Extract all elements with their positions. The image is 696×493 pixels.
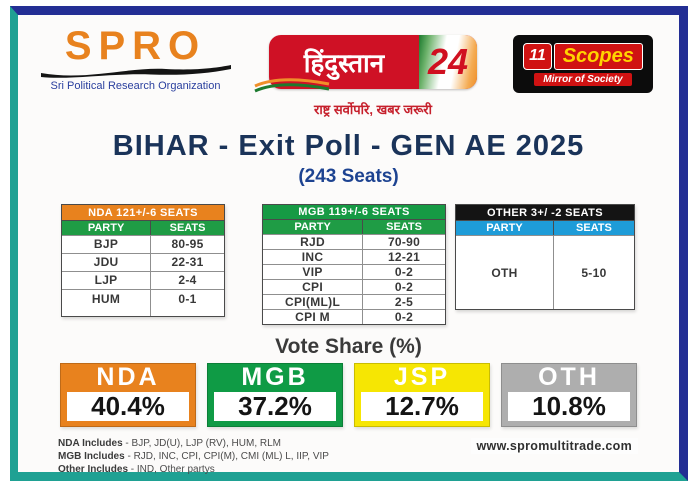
- total-seats-subtitle: (243 Seats): [298, 166, 399, 187]
- scopes-number: 11: [523, 42, 552, 70]
- vote-share-title: Vote Share (%): [275, 335, 422, 358]
- table-body: BJP 80-95 JDU 22-31 LJP 2-4 HUM 0-1: [62, 235, 224, 316]
- hindustan24-tagline: राष्ट्र सर्वोपरि, खबर जरूरी: [314, 102, 432, 117]
- seats-cell: 2-4: [178, 273, 197, 288]
- seat-table-mgb: MGB 119+/-6 SEATS PARTY SEATS RJD 70-90 INC 12…: [262, 204, 446, 325]
- seat-table-nda: NDA 121+/-6 SEATS PARTY SEATS BJP 80-95 JDU 22…: [61, 204, 225, 317]
- spro-swoosh-graphic: [40, 65, 231, 78]
- table-header: OTHER 3+/ -2 SEATS: [456, 205, 634, 220]
- footnote-text: - IND, Other partys: [128, 464, 215, 475]
- table-row: LJP 2-4: [62, 270, 224, 289]
- column-header: PARTY: [456, 221, 554, 235]
- hindustan24-logo: हिंदुस्तान 24 राष्ट्र सर्वोपरि, खबर जरूर…: [254, 35, 477, 118]
- table-row: CPI(ML)L 2-5: [263, 294, 445, 309]
- seats-cell: 0-2: [394, 265, 414, 279]
- spro-org-name: Sri Political Research Organization: [50, 80, 221, 92]
- table-row: CPI 0-2: [263, 279, 445, 294]
- footnote-label: MGB Includes: [58, 451, 125, 462]
- seats-cell: 0-1: [178, 291, 197, 306]
- seats-cell: 5-10: [581, 265, 607, 280]
- table-header: MGB 119+/-6 SEATS: [263, 205, 445, 220]
- vote-card-percentage: 10.8%: [508, 392, 630, 421]
- table-row: CPI M 0-2: [263, 309, 445, 324]
- spro-logo: SPRO Sri Political Research Organization: [38, 24, 233, 92]
- scopes-logo: 11 Scopes Mirror of Society: [513, 35, 653, 93]
- table-row: VIP 0-2: [263, 264, 445, 279]
- column-header: PARTY: [62, 221, 152, 235]
- seats-cell: 2-5: [394, 295, 414, 309]
- seat-table-other: OTHER 3+/ -2 SEATS PARTY SEATS OTH 5-10: [455, 204, 635, 310]
- footnote-label: NDA Includes: [58, 438, 123, 449]
- party-cell: VIP: [263, 265, 364, 279]
- party-cell: HUM: [62, 289, 152, 316]
- table-row: INC 12-21: [263, 249, 445, 264]
- footnote-text: - BJP, JD(U), LJP (RV), HUM, RLM: [122, 438, 281, 449]
- vote-share-cards: NDA 40.4% MGB 37.2% JSP 12.7% OTH 10.8%: [18, 363, 679, 427]
- vote-card-nda: NDA 40.4%: [60, 363, 196, 427]
- table-body: RJD 70-90 INC 12-21 VIP 0-2 CPI 0-2 CPI(ML)L 2-5 C…: [263, 234, 445, 324]
- table-column-headers: PARTY SEATS: [263, 219, 445, 234]
- table-column-headers: PARTY SEATS: [456, 220, 634, 235]
- vote-card-party: JSP: [393, 363, 451, 391]
- column-header: SEATS: [169, 222, 206, 234]
- table-row: JDU 22-31: [62, 252, 224, 271]
- column-header: PARTY: [263, 220, 364, 234]
- vote-card-party: MGB: [241, 363, 309, 391]
- tricolor-wave-icon: [254, 78, 330, 93]
- footnote-mgb: MGB Includes - RJD, INC, CPI, CPI(M), CM…: [58, 450, 679, 463]
- vote-card-party: OTH: [538, 363, 600, 391]
- seats-cell: 80-95: [171, 237, 204, 252]
- party-cell: CPI M: [263, 310, 364, 324]
- table-body: OTH 5-10: [456, 235, 634, 309]
- party-cell: CPI: [263, 280, 364, 294]
- table-row: BJP 80-95: [62, 235, 224, 253]
- seats-cell: 12-21: [387, 250, 421, 264]
- table-row: HUM 0-1: [62, 288, 224, 316]
- column-header: SEATS: [576, 222, 612, 234]
- website-url: www.spromultitrade.com: [470, 438, 638, 454]
- page-title: BIHAR - Exit Poll - GEN AE 2025: [112, 130, 585, 162]
- scopes-tagline: Mirror of Society: [534, 72, 632, 86]
- table-column-headers: PARTY SEATS: [62, 220, 224, 235]
- poster-frame: SPRO Sri Political Research Organization…: [10, 6, 688, 481]
- footnote-label: Other Includes: [58, 464, 129, 475]
- party-cell: LJP: [62, 271, 152, 289]
- vote-card-percentage: 40.4%: [67, 392, 189, 421]
- seat-tables: NDA 121+/-6 SEATS PARTY SEATS BJP 80-95 JDU 22…: [18, 204, 679, 325]
- table-row: RJD 70-90: [263, 234, 445, 249]
- party-cell: INC: [263, 250, 364, 264]
- vote-card-oth: OTH 10.8%: [501, 363, 637, 427]
- party-cell: BJP: [62, 236, 152, 253]
- seats-cell: 22-31: [171, 255, 204, 270]
- vote-card-mgb: MGB 37.2%: [207, 363, 343, 427]
- seats-cell: 70-90: [387, 235, 421, 249]
- hindustan24-number: 24: [419, 35, 477, 89]
- party-cell: JDU: [62, 253, 152, 271]
- vote-card-jsp: JSP 12.7%: [354, 363, 490, 427]
- vote-card-percentage: 12.7%: [361, 392, 483, 421]
- table-header: NDA 121+/-6 SEATS: [62, 205, 224, 220]
- scopes-wordmark: Scopes: [553, 42, 643, 70]
- vote-card-percentage: 37.2%: [214, 392, 336, 421]
- party-cell: CPI(ML)L: [263, 295, 364, 309]
- footnote-text: - RJD, INC, CPI, CPI(M), CMI (ML) L, IIP…: [124, 451, 329, 462]
- logo-row: SPRO Sri Political Research Organization…: [18, 15, 679, 118]
- hindustan24-wordmark: हिंदुस्तान: [303, 48, 385, 78]
- spro-wordmark: SPRO: [64, 24, 207, 68]
- scopes-wordmark-row: 11 Scopes: [523, 42, 643, 70]
- table-row: OTH 5-10: [456, 235, 634, 309]
- vote-card-party: NDA: [96, 363, 160, 391]
- seats-cell: 0-2: [394, 310, 414, 324]
- footnotes: NDA Includes - BJP, JD(U), LJP (RV), HUM…: [58, 437, 679, 476]
- party-cell: RJD: [263, 235, 364, 249]
- column-header: SEATS: [386, 221, 422, 234]
- footnote-other: Other Includes - IND, Other partys: [58, 463, 679, 476]
- seats-cell: 0-2: [394, 280, 414, 294]
- party-cell: OTH: [456, 236, 554, 309]
- footnote-nda: NDA Includes - BJP, JD(U), LJP (RV), HUM…: [58, 437, 679, 450]
